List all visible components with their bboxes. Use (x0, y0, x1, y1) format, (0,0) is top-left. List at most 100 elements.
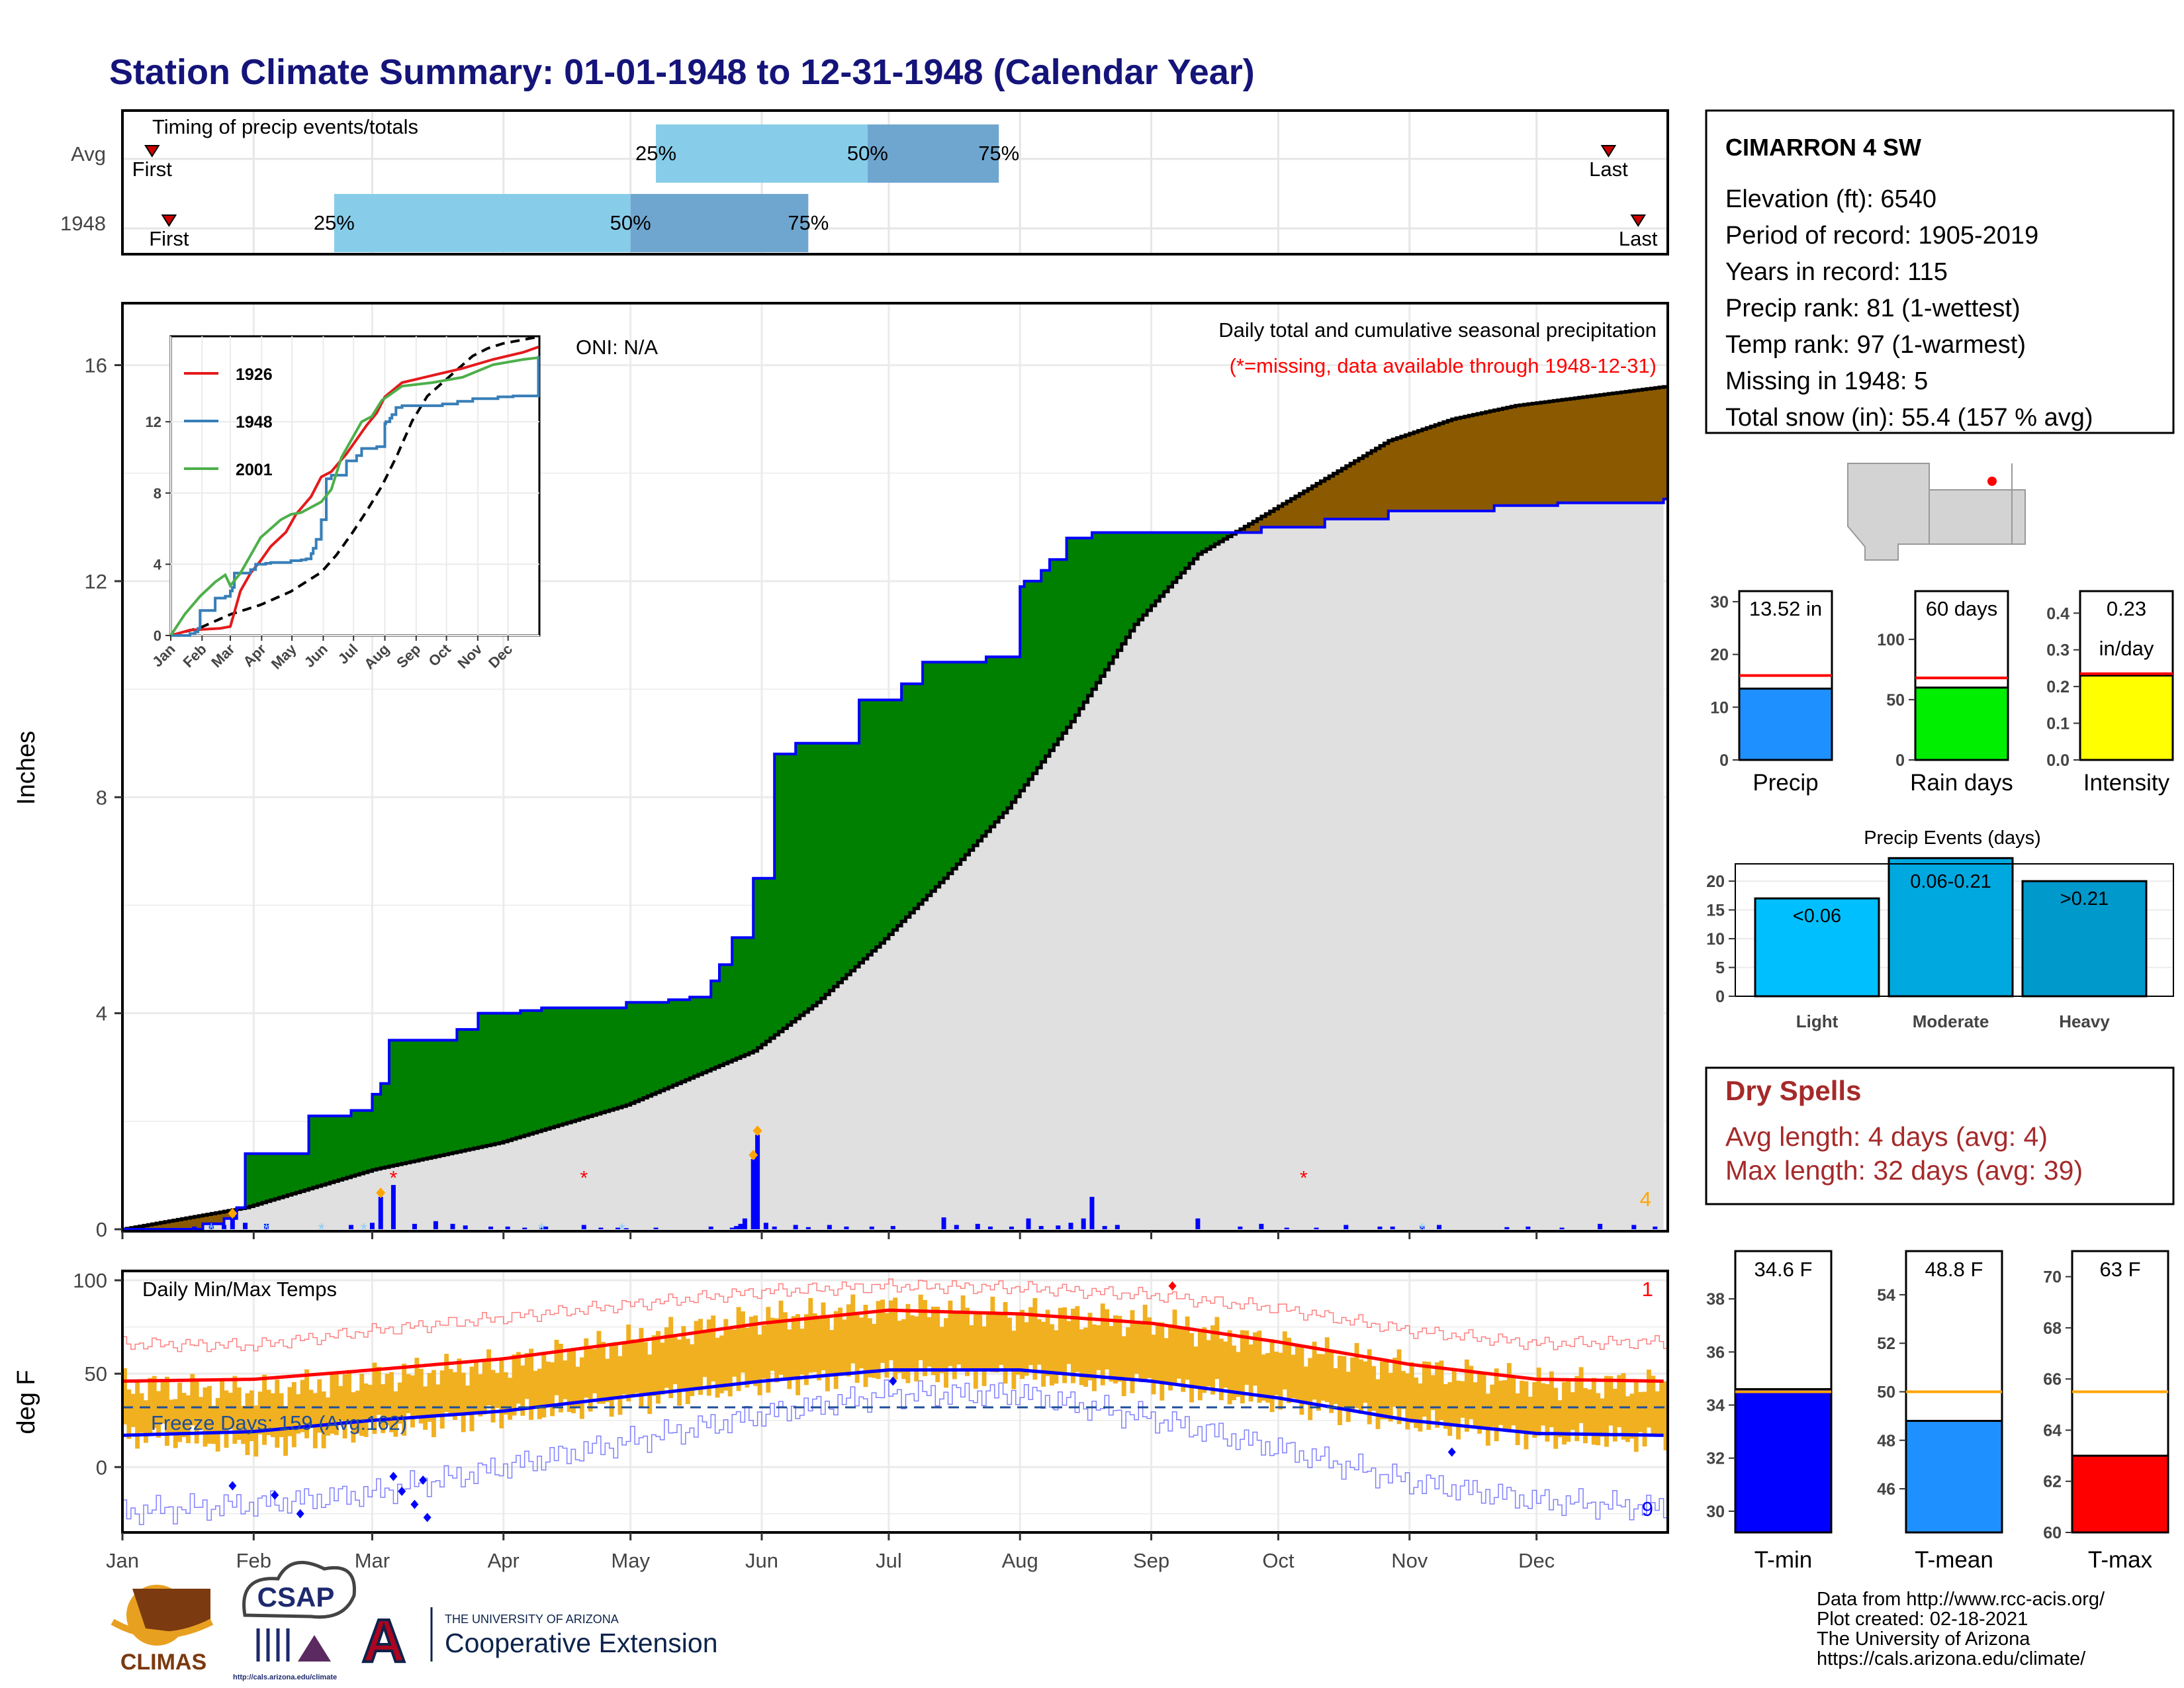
daily-temp-bar (494, 1373, 500, 1409)
daily-temp-bar (643, 1342, 648, 1395)
daily-temp-bar (122, 1368, 127, 1425)
daily-temp-bar (194, 1378, 199, 1444)
month-label: Apr (488, 1549, 520, 1572)
cumulative-1948-line (122, 497, 1668, 1231)
daily-temp-bar (541, 1352, 547, 1418)
csap-cloud-icon (242, 1560, 356, 1619)
daily-temp-bar (1070, 1308, 1075, 1383)
daily-temp-bar (1456, 1380, 1461, 1440)
daily-temp-bar (1460, 1381, 1465, 1418)
daily-temp-bar (939, 1327, 944, 1374)
events-tick-label: 0 (1715, 988, 1725, 1006)
daily-precip-bar (412, 1223, 417, 1229)
events-bar-label: Heavy (2059, 1011, 2110, 1031)
daily-temp-bar (1109, 1326, 1114, 1382)
daily-temp-bar (761, 1325, 766, 1379)
daily-temp-bar (1473, 1382, 1478, 1427)
station-missing: Missing in 1948: 5 (1725, 367, 1928, 395)
daily-precip-bar (1009, 1226, 1014, 1229)
daily-precip-bar (772, 1226, 777, 1229)
timing-label-50: 50% (610, 211, 651, 234)
mini-temp-tick-label: 30 (1706, 1503, 1725, 1521)
daily-temp-bar (169, 1399, 174, 1433)
daily-temp-bar (1600, 1398, 1605, 1437)
daily-temp-bar (745, 1327, 750, 1388)
mini-temp-value: 48.8 F (1925, 1258, 1983, 1281)
dry-spells-title: Dry Spells (1725, 1075, 1861, 1106)
daily-temp-bar (927, 1317, 932, 1367)
daily-temp-bar (909, 1315, 915, 1370)
daily-temp-bar (884, 1313, 889, 1378)
daily-precip-bar (975, 1223, 980, 1229)
daily-temp-bar (1435, 1362, 1440, 1428)
daily-temp-bar (1345, 1372, 1351, 1423)
trace-asterisk: * (361, 1219, 367, 1239)
daily-temp-bar (304, 1369, 309, 1438)
mini-temp-tick-label: 48 (1877, 1432, 1895, 1450)
daily-precip-bar (598, 1227, 604, 1229)
daily-precip-bar (1525, 1226, 1531, 1229)
mini-precip-bar (2079, 675, 2174, 761)
daily-temp-bar (1392, 1358, 1398, 1407)
daily-temp-bar (791, 1316, 796, 1378)
daily-temp-bar (1227, 1330, 1232, 1405)
temp-frame (121, 1270, 1669, 1534)
csap-rain-icon (256, 1628, 290, 1662)
daily-precip-bar (729, 1227, 735, 1229)
daily-temp-bar (1464, 1359, 1469, 1432)
daily-temp-bar (1379, 1361, 1385, 1420)
csap-url: http://cals.arizona.edu/climate (233, 1673, 337, 1681)
temp-y-tick-label: 50 (85, 1362, 107, 1385)
timing-title: Timing of precip events/totals (152, 115, 418, 138)
daily-temp-bar (647, 1354, 653, 1415)
daily-temp-bar (473, 1362, 478, 1415)
daily-temp-bar (1451, 1368, 1457, 1426)
daily-temp-bar (1151, 1335, 1156, 1395)
daily-precip-bar (954, 1225, 959, 1229)
timing-first-label: First (132, 158, 173, 181)
daily-temp-bar (1193, 1346, 1199, 1389)
daily-temp-bar (1168, 1324, 1173, 1391)
daily-temp-bar (749, 1317, 754, 1384)
month-label: Sep (1133, 1549, 1169, 1572)
daily-temp-bar (923, 1299, 927, 1376)
daily-temp-bar (444, 1354, 449, 1413)
daily-precip-bar (1038, 1226, 1044, 1229)
daily-temp-bar (1032, 1297, 1038, 1380)
daily-temp-bar (1265, 1353, 1271, 1403)
daily-temp-bar (410, 1375, 415, 1428)
daily-temp-bar (1091, 1324, 1097, 1391)
daily-temp-bar (944, 1318, 948, 1388)
csap-logo-text: CSAP (257, 1581, 335, 1613)
record-low-diamond-icon (419, 1476, 428, 1485)
daily-temp-bar (321, 1391, 326, 1448)
daily-temp-bar (241, 1405, 246, 1444)
daily-temp-bar (334, 1372, 339, 1435)
daily-temp-bar (351, 1392, 356, 1443)
daily-temp-bar (706, 1319, 711, 1396)
mini-temp-tick-label: 32 (1706, 1450, 1725, 1468)
daily-temp-bar (1549, 1371, 1554, 1428)
mini-precip-tick-label: 20 (1710, 646, 1729, 665)
daily-temp-bar (359, 1374, 365, 1436)
daily-temp-bar (579, 1357, 584, 1419)
events-bar (1754, 897, 1880, 998)
daily-temp-bar (1181, 1329, 1186, 1392)
daily-temp-bar (1100, 1303, 1105, 1385)
inset-y-tick-label: 8 (154, 485, 161, 502)
daily-temp-bar (1570, 1392, 1575, 1430)
daily-temp-bar (850, 1294, 856, 1364)
daily-precip-bar (505, 1226, 510, 1229)
ua-logo: A THE UNIVERSITY OF ARIZONA Cooperative … (361, 1606, 718, 1676)
timing-label-50: 50% (847, 142, 888, 165)
daily-temp-bar (876, 1301, 881, 1380)
daily-precip-bar (1259, 1223, 1264, 1229)
daily-precip-bar (1504, 1227, 1510, 1229)
daily-temp-bar (605, 1358, 610, 1402)
daily-precip-bar (805, 1227, 811, 1229)
daily-temp-bar (672, 1337, 678, 1385)
oni-label: ONI: N/A (576, 336, 658, 359)
daily-precip-bar (763, 1223, 768, 1229)
below-average-area (126, 387, 1668, 1230)
precip-summary-bars: 0 10 20 30 13.52 in Precip 0 50 100 60 days Rain d… (1710, 590, 2174, 796)
